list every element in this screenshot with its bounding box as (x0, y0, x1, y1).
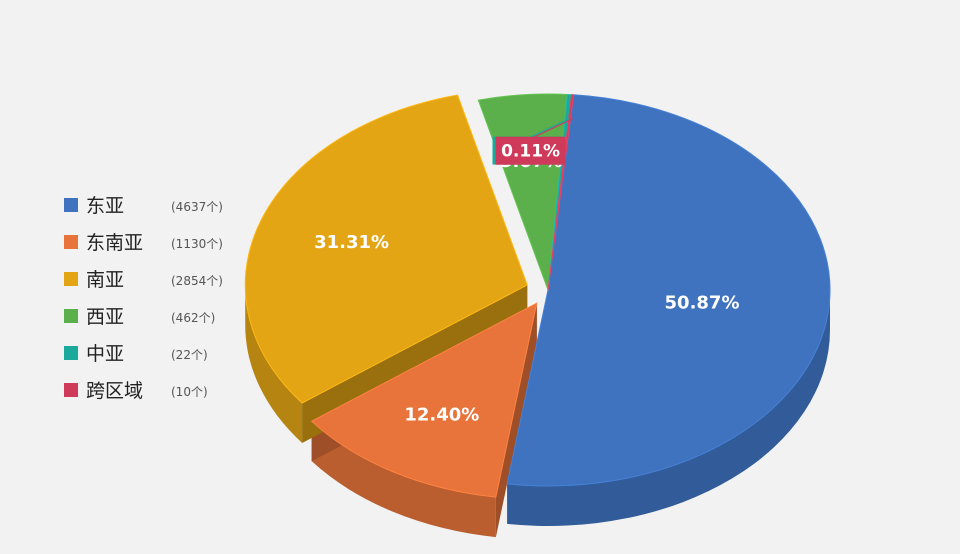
legend-swatch (64, 198, 78, 212)
slice-3-side (245, 284, 303, 443)
legend-item-1[interactable]: 东亚 (4637个) (64, 195, 223, 217)
pie-labels: 50.87%12.40%31.31%5.07%0.24%0.11% (314, 118, 740, 425)
slice-6-percent-label: 0.11% (501, 142, 560, 162)
legend-swatch (64, 309, 78, 323)
slice-1-side (507, 290, 830, 526)
slice-1-percent-label: 50.87% (665, 293, 740, 314)
legend-item-6[interactable]: 跨区域 (10个) (64, 380, 208, 402)
legend-label: 东亚 (86, 195, 124, 217)
legend-count: (1130个) (171, 237, 223, 251)
legend-count: (2854个) (171, 274, 223, 288)
slice-3-top (244, 94, 528, 404)
legend-swatch (64, 383, 78, 397)
legend-swatch (64, 235, 78, 249)
legend-label: 南亚 (86, 269, 124, 291)
slice-6-leader-line (530, 118, 573, 140)
legend: 东亚 (4637个) 东南亚 (1130个) 南亚 (2854个) 西亚 (462个) 中亚 (2… (64, 195, 223, 402)
legend-item-5[interactable]: 中亚 (22个) (64, 343, 208, 365)
slice-1-top (506, 94, 831, 487)
slice-2-side (311, 421, 496, 538)
legend-label: 东南亚 (86, 232, 143, 254)
legend-count: (4637个) (171, 200, 223, 214)
legend-count: (10个) (171, 385, 208, 399)
legend-label: 西亚 (86, 306, 124, 328)
legend-label: 中亚 (86, 343, 124, 365)
legend-item-2[interactable]: 东南亚 (1130个) (64, 232, 223, 254)
slice-3-percent-label: 31.31% (314, 232, 389, 253)
legend-swatch (64, 272, 78, 286)
legend-item-3[interactable]: 南亚 (2854个) (64, 269, 223, 291)
legend-swatch (64, 346, 78, 360)
slice-2-percent-label: 12.40% (404, 404, 479, 425)
slice-2-top (310, 302, 538, 498)
slice-5-leader-line (527, 118, 570, 140)
legend-label: 跨区域 (86, 380, 143, 402)
slice-6-callout-box (495, 136, 566, 165)
legend-count: (462个) (171, 311, 215, 325)
legend-item-4[interactable]: 西亚 (462个) (64, 306, 215, 328)
slice-6-top (547, 94, 575, 291)
slice-2-wall-0 (495, 303, 537, 538)
legend-count: (22个) (171, 348, 208, 362)
